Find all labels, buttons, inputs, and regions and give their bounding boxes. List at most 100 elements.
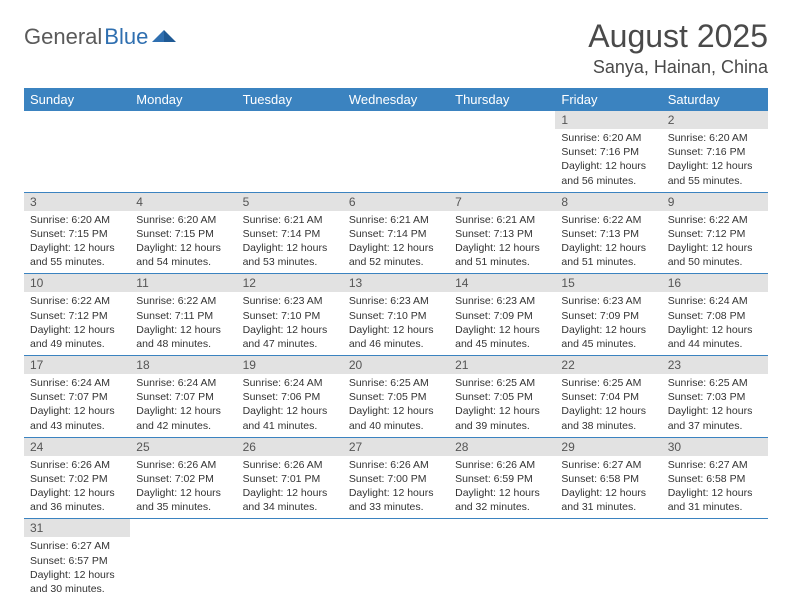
- calendar-cell: 21Sunrise: 6:25 AMSunset: 7:05 PMDayligh…: [449, 356, 555, 438]
- calendar-cell-empty: [555, 519, 661, 600]
- day-info: Sunrise: 6:24 AMSunset: 7:06 PMDaylight:…: [237, 374, 343, 437]
- calendar-row: 1Sunrise: 6:20 AMSunset: 7:16 PMDaylight…: [24, 111, 768, 192]
- day-info: Sunrise: 6:20 AMSunset: 7:15 PMDaylight:…: [130, 211, 236, 274]
- calendar-cell: 16Sunrise: 6:24 AMSunset: 7:08 PMDayligh…: [662, 274, 768, 356]
- calendar-cell: 10Sunrise: 6:22 AMSunset: 7:12 PMDayligh…: [24, 274, 130, 356]
- day-number: 8: [555, 193, 661, 211]
- day-info: Sunrise: 6:25 AMSunset: 7:04 PMDaylight:…: [555, 374, 661, 437]
- calendar-cell: 22Sunrise: 6:25 AMSunset: 7:04 PMDayligh…: [555, 356, 661, 438]
- calendar-table: SundayMondayTuesdayWednesdayThursdayFrid…: [24, 88, 768, 600]
- day-info: Sunrise: 6:20 AMSunset: 7:15 PMDaylight:…: [24, 211, 130, 274]
- weekday-header: Thursday: [449, 88, 555, 111]
- calendar-cell: 14Sunrise: 6:23 AMSunset: 7:09 PMDayligh…: [449, 274, 555, 356]
- day-info: Sunrise: 6:27 AMSunset: 6:58 PMDaylight:…: [662, 456, 768, 519]
- weekday-header: Monday: [130, 88, 236, 111]
- day-number: 26: [237, 438, 343, 456]
- weekday-header: Tuesday: [237, 88, 343, 111]
- calendar-cell: 4Sunrise: 6:20 AMSunset: 7:15 PMDaylight…: [130, 192, 236, 274]
- day-number: 18: [130, 356, 236, 374]
- day-info: Sunrise: 6:20 AMSunset: 7:16 PMDaylight:…: [662, 129, 768, 192]
- calendar-cell-empty: [662, 519, 768, 600]
- calendar-row: 31Sunrise: 6:27 AMSunset: 6:57 PMDayligh…: [24, 519, 768, 600]
- day-number: 2: [662, 111, 768, 129]
- day-info: Sunrise: 6:23 AMSunset: 7:09 PMDaylight:…: [449, 292, 555, 355]
- day-info: Sunrise: 6:21 AMSunset: 7:14 PMDaylight:…: [237, 211, 343, 274]
- calendar-head: SundayMondayTuesdayWednesdayThursdayFrid…: [24, 88, 768, 111]
- calendar-cell: 15Sunrise: 6:23 AMSunset: 7:09 PMDayligh…: [555, 274, 661, 356]
- calendar-row: 3Sunrise: 6:20 AMSunset: 7:15 PMDaylight…: [24, 192, 768, 274]
- day-info: Sunrise: 6:24 AMSunset: 7:08 PMDaylight:…: [662, 292, 768, 355]
- day-info: Sunrise: 6:26 AMSunset: 6:59 PMDaylight:…: [449, 456, 555, 519]
- day-number: 14: [449, 274, 555, 292]
- calendar-cell: 27Sunrise: 6:26 AMSunset: 7:00 PMDayligh…: [343, 437, 449, 519]
- day-number: 31: [24, 519, 130, 537]
- day-info: Sunrise: 6:22 AMSunset: 7:13 PMDaylight:…: [555, 211, 661, 274]
- calendar-cell: 3Sunrise: 6:20 AMSunset: 7:15 PMDaylight…: [24, 192, 130, 274]
- calendar-cell: 6Sunrise: 6:21 AMSunset: 7:14 PMDaylight…: [343, 192, 449, 274]
- day-info: Sunrise: 6:25 AMSunset: 7:03 PMDaylight:…: [662, 374, 768, 437]
- calendar-cell: 25Sunrise: 6:26 AMSunset: 7:02 PMDayligh…: [130, 437, 236, 519]
- day-number: 12: [237, 274, 343, 292]
- day-info: Sunrise: 6:26 AMSunset: 7:01 PMDaylight:…: [237, 456, 343, 519]
- day-number: 30: [662, 438, 768, 456]
- calendar-cell-empty: [24, 111, 130, 192]
- day-info: Sunrise: 6:20 AMSunset: 7:16 PMDaylight:…: [555, 129, 661, 192]
- calendar-cell: 24Sunrise: 6:26 AMSunset: 7:02 PMDayligh…: [24, 437, 130, 519]
- calendar-cell-empty: [343, 519, 449, 600]
- day-info: Sunrise: 6:22 AMSunset: 7:11 PMDaylight:…: [130, 292, 236, 355]
- weekday-row: SundayMondayTuesdayWednesdayThursdayFrid…: [24, 88, 768, 111]
- day-number: 7: [449, 193, 555, 211]
- day-number: 4: [130, 193, 236, 211]
- day-number: 6: [343, 193, 449, 211]
- calendar-cell: 1Sunrise: 6:20 AMSunset: 7:16 PMDaylight…: [555, 111, 661, 192]
- day-number: 27: [343, 438, 449, 456]
- day-number: 5: [237, 193, 343, 211]
- day-info: Sunrise: 6:21 AMSunset: 7:13 PMDaylight:…: [449, 211, 555, 274]
- day-info: Sunrise: 6:22 AMSunset: 7:12 PMDaylight:…: [24, 292, 130, 355]
- day-info: Sunrise: 6:23 AMSunset: 7:10 PMDaylight:…: [343, 292, 449, 355]
- day-number: 24: [24, 438, 130, 456]
- day-info: Sunrise: 6:25 AMSunset: 7:05 PMDaylight:…: [343, 374, 449, 437]
- calendar-cell: 31Sunrise: 6:27 AMSunset: 6:57 PMDayligh…: [24, 519, 130, 600]
- day-number: 23: [662, 356, 768, 374]
- calendar-cell: 20Sunrise: 6:25 AMSunset: 7:05 PMDayligh…: [343, 356, 449, 438]
- calendar-cell: 26Sunrise: 6:26 AMSunset: 7:01 PMDayligh…: [237, 437, 343, 519]
- calendar-row: 17Sunrise: 6:24 AMSunset: 7:07 PMDayligh…: [24, 356, 768, 438]
- day-number: 19: [237, 356, 343, 374]
- calendar-cell: 7Sunrise: 6:21 AMSunset: 7:13 PMDaylight…: [449, 192, 555, 274]
- logo-word2: Blue: [104, 24, 148, 50]
- day-info: Sunrise: 6:27 AMSunset: 6:57 PMDaylight:…: [24, 537, 130, 600]
- logo-word1: General: [24, 24, 102, 50]
- calendar-cell: 17Sunrise: 6:24 AMSunset: 7:07 PMDayligh…: [24, 356, 130, 438]
- calendar-cell-empty: [130, 111, 236, 192]
- day-number: 25: [130, 438, 236, 456]
- calendar-cell-empty: [343, 111, 449, 192]
- calendar-cell: 8Sunrise: 6:22 AMSunset: 7:13 PMDaylight…: [555, 192, 661, 274]
- day-info: Sunrise: 6:22 AMSunset: 7:12 PMDaylight:…: [662, 211, 768, 274]
- day-number: 13: [343, 274, 449, 292]
- calendar-cell: 19Sunrise: 6:24 AMSunset: 7:06 PMDayligh…: [237, 356, 343, 438]
- weekday-header: Wednesday: [343, 88, 449, 111]
- day-number: 15: [555, 274, 661, 292]
- location: Sanya, Hainan, China: [588, 57, 768, 78]
- logo-flag-icon: [152, 28, 178, 46]
- calendar-cell: 11Sunrise: 6:22 AMSunset: 7:11 PMDayligh…: [130, 274, 236, 356]
- calendar-cell-empty: [130, 519, 236, 600]
- day-number: 20: [343, 356, 449, 374]
- day-info: Sunrise: 6:25 AMSunset: 7:05 PMDaylight:…: [449, 374, 555, 437]
- weekday-header: Friday: [555, 88, 661, 111]
- calendar-cell: 2Sunrise: 6:20 AMSunset: 7:16 PMDaylight…: [662, 111, 768, 192]
- day-info: Sunrise: 6:26 AMSunset: 7:02 PMDaylight:…: [130, 456, 236, 519]
- calendar-cell: 30Sunrise: 6:27 AMSunset: 6:58 PMDayligh…: [662, 437, 768, 519]
- day-number: 17: [24, 356, 130, 374]
- day-number: 9: [662, 193, 768, 211]
- calendar-row: 24Sunrise: 6:26 AMSunset: 7:02 PMDayligh…: [24, 437, 768, 519]
- day-number: 16: [662, 274, 768, 292]
- day-info: Sunrise: 6:26 AMSunset: 7:02 PMDaylight:…: [24, 456, 130, 519]
- calendar-cell: 23Sunrise: 6:25 AMSunset: 7:03 PMDayligh…: [662, 356, 768, 438]
- day-number: 3: [24, 193, 130, 211]
- day-number: 1: [555, 111, 661, 129]
- day-info: Sunrise: 6:24 AMSunset: 7:07 PMDaylight:…: [24, 374, 130, 437]
- day-number: 28: [449, 438, 555, 456]
- day-number: 22: [555, 356, 661, 374]
